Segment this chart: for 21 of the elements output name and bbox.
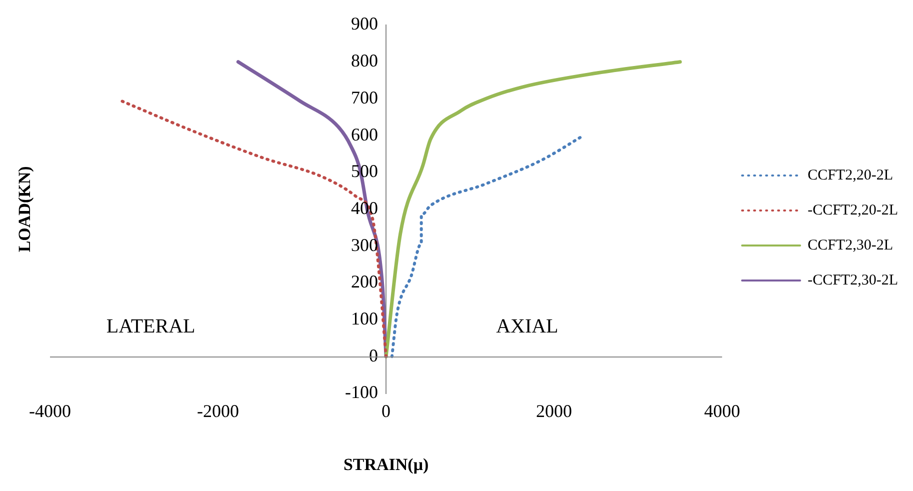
y-axis-title: LOAD(KN)	[15, 166, 34, 252]
x-axis-title: STRAIN(μ)	[343, 455, 429, 474]
annotation: LATERAL	[106, 316, 196, 338]
x-tick-label: 0	[382, 400, 391, 421]
legend-label: CCFT2,20-2L	[808, 167, 894, 184]
x-tick-label: -2000	[197, 400, 240, 421]
y-tick-label: 200	[351, 272, 378, 292]
y-tick-label: 100	[351, 308, 378, 328]
annotation: AXIAL	[496, 316, 558, 338]
y-tick-label: 800	[351, 50, 378, 71]
legend-label: -CCFT2,30-2L	[808, 272, 898, 288]
x-tick-label: 2000	[536, 400, 572, 421]
y-tick-label: 900	[351, 14, 378, 34]
line-series	[384, 60, 682, 358]
x-tick-label: -4000	[29, 400, 71, 421]
y-tick-label: -100	[345, 382, 378, 402]
y-tick-label: 700	[351, 87, 378, 108]
legend-label: CCFT2,30-2L	[808, 237, 894, 254]
y-tick-label: 600	[351, 124, 378, 144]
x-tick-label: 4000	[704, 400, 740, 421]
legend-label: -CCFT2,20-2L	[808, 202, 898, 218]
